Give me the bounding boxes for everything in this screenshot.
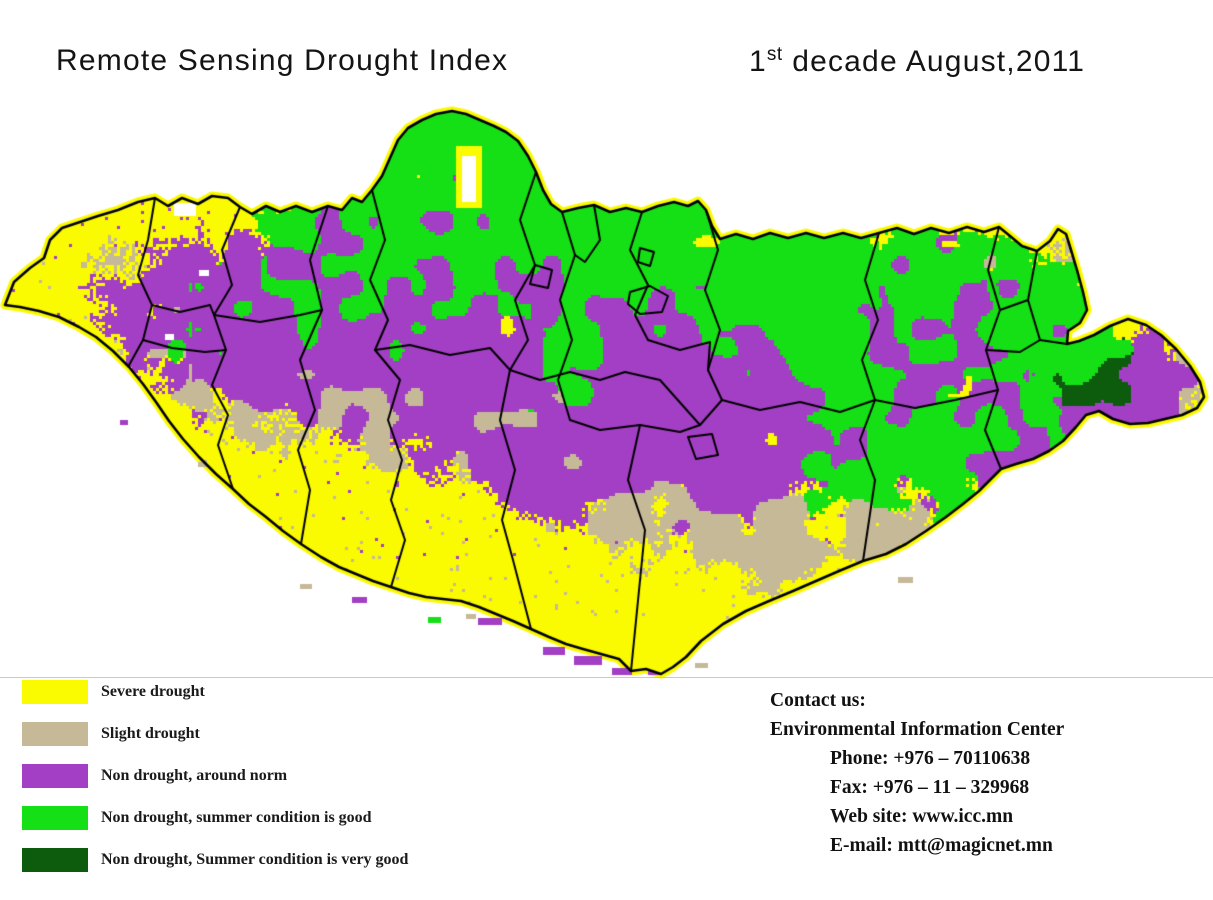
contact-website: Web site: www.icc.mn xyxy=(830,806,1014,827)
contact-fax: Fax: +976 – 11 – 329968 xyxy=(830,777,1030,798)
legend-item: Slight drought xyxy=(22,722,408,746)
legend-label: Slight drought xyxy=(101,725,200,742)
legend-swatch-non-drought-good xyxy=(22,806,88,830)
contact-heading: Contact us: xyxy=(770,690,866,711)
contact-email: E-mail: mtt@magicnet.mn xyxy=(830,835,1053,856)
legend-swatch-severe-drought xyxy=(22,680,88,704)
contact-block: Contact us: Environmental Information Ce… xyxy=(770,686,1064,860)
mongolia-drought-map xyxy=(0,0,1213,690)
legend-item: Non drought, summer condition is good xyxy=(22,806,408,830)
footer-divider xyxy=(0,677,1213,678)
legend-label: Severe drought xyxy=(101,683,205,700)
legend-label: Non drought, around norm xyxy=(101,767,288,784)
legend-item: Non drought, Summer condition is very go… xyxy=(22,848,408,872)
legend-swatch-non-drought-norm xyxy=(22,764,88,788)
map-legend: Severe drought Slight drought Non drough… xyxy=(22,680,408,890)
legend-label: Non drought, summer condition is good xyxy=(101,809,372,826)
legend-label: Non drought, Summer condition is very go… xyxy=(101,851,409,868)
legend-item: Severe drought xyxy=(22,680,408,704)
legend-swatch-slight-drought xyxy=(22,722,88,746)
legend-item: Non drought, around norm xyxy=(22,764,408,788)
contact-organization: Environmental Information Center xyxy=(770,719,1065,740)
contact-phone: Phone: +976 – 70110638 xyxy=(830,748,1031,769)
legend-swatch-non-drought-very-good xyxy=(22,848,88,872)
